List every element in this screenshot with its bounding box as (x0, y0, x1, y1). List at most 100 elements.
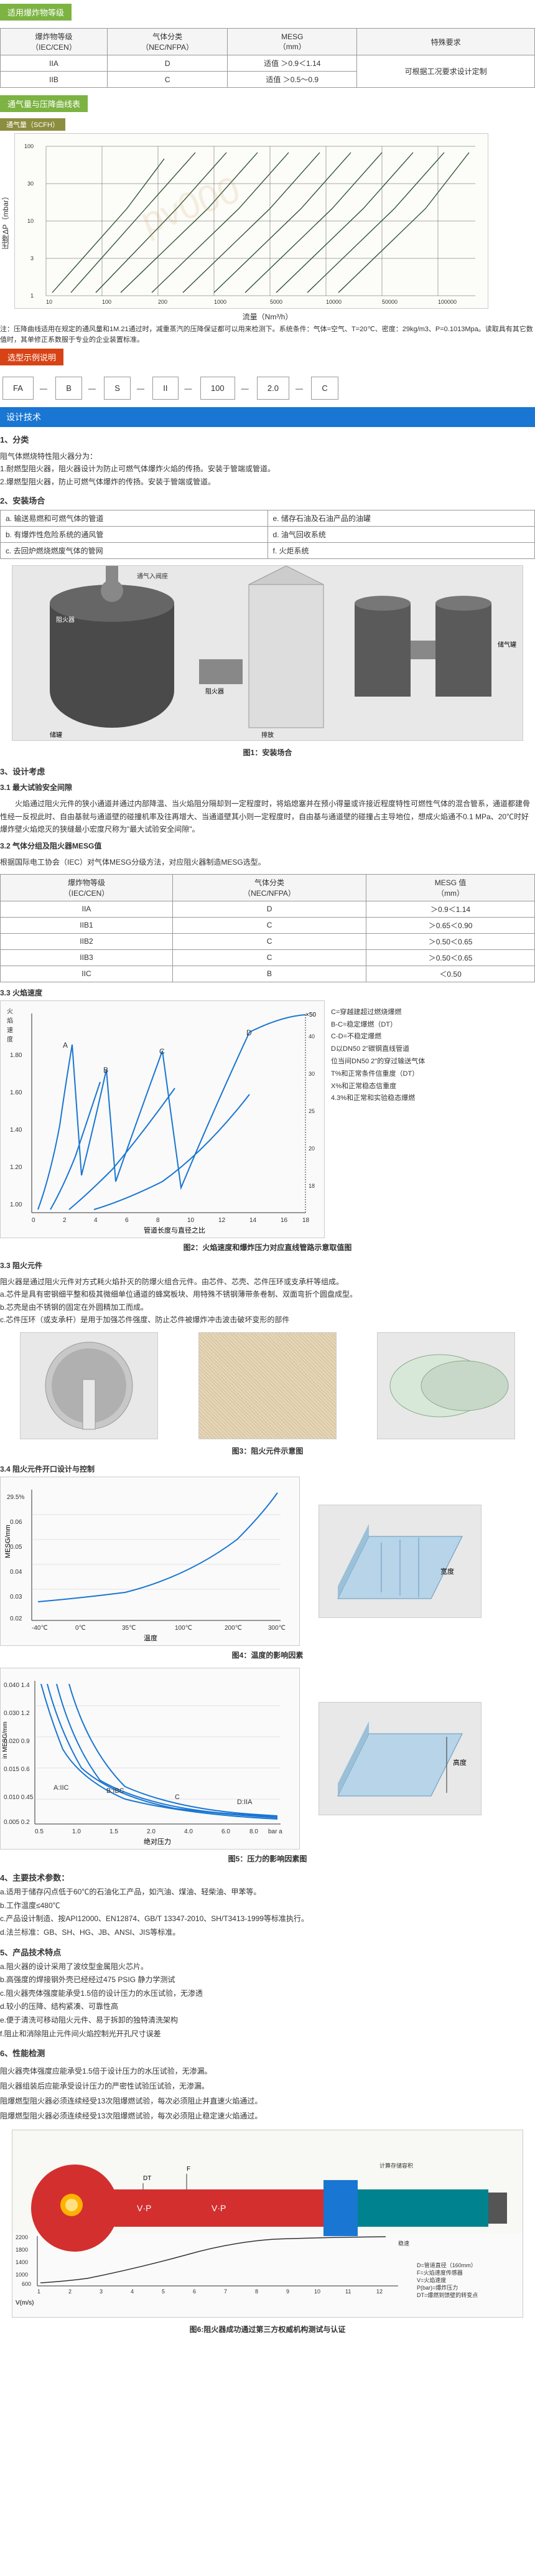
caption-fig3: 图3：阻火元件示意图 (0, 1445, 535, 1456)
svg-text:12: 12 (376, 2288, 383, 2295)
svg-text:1.0: 1.0 (72, 1828, 81, 1835)
svg-text:1.5: 1.5 (109, 1828, 118, 1835)
svg-text:V·P: V·P (137, 2203, 151, 2213)
txt-32: 根据国际电工协会（IEC）对气体MESG分级方法，对应阻火器制造MESG选型。 (0, 856, 535, 868)
section-header-2: 通气量与压降曲线表 (0, 95, 88, 112)
cell: IIA (1, 901, 173, 917)
svg-text:600: 600 (22, 2281, 31, 2287)
svg-text:0.03: 0.03 (10, 1594, 22, 1601)
svg-text:8.0: 8.0 (249, 1828, 258, 1835)
col-iec: 爆炸物等级 （IEC/CEN） (1, 29, 108, 55)
feat-b: b.高强度的焊接钢外壳已经经过475 PSIG 静力学测试 (0, 1973, 535, 1987)
svg-text:1000: 1000 (214, 299, 226, 305)
svg-text:焰: 焰 (7, 1017, 13, 1025)
caption-fig4: 图4：温度的影响因素 (0, 1650, 535, 1660)
svg-text:10: 10 (314, 2288, 320, 2295)
diagram-test: V·PV·P DTF 计算存储容积稳速 D=管道直径（160mm）F=火焰速度传… (12, 2130, 523, 2318)
svg-text:1.80: 1.80 (10, 1052, 22, 1059)
svg-text:0.04: 0.04 (10, 1569, 22, 1576)
svg-text:100000: 100000 (438, 299, 457, 305)
caption-fig2: 图2：火焰速度和爆炸压力对应直线管路示意取值图 (0, 1242, 535, 1253)
feat-e: e.便于清洗可移动阻火元件、易于拆卸的独特清洗架构 (0, 2014, 535, 2028)
svg-text:火: 火 (7, 1008, 13, 1015)
cell: IIB3 (1, 949, 173, 966)
param-d: d.法兰标准：GB、SH、HG、JB、ANSI、JIS等标准。 (0, 1926, 535, 1940)
cell: ＜0.50 (366, 966, 535, 982)
param-b: b.工作温度≤480℃ (0, 1899, 535, 1913)
svg-text:高度: 高度 (453, 1758, 467, 1767)
svg-text:D=管道直径（160mm）: D=管道直径（160mm） (417, 2262, 477, 2268)
badge-scfh: 通气量（SCFH） (0, 118, 65, 131)
cell: 可根据工况要求设计定制 (357, 55, 535, 88)
h-design: 3、设计考虑 (0, 765, 535, 777)
svg-text:6: 6 (193, 2288, 196, 2295)
svg-text:1.40: 1.40 (10, 1127, 22, 1134)
svg-text:D:IIA: D:IIA (237, 1798, 253, 1806)
sel-20: 2.0 (257, 377, 289, 400)
svg-text:7: 7 (224, 2288, 227, 2295)
legend-item: C-D=不稳定爆燃 (331, 1031, 518, 1043)
svg-text:2200: 2200 (16, 2234, 28, 2240)
svg-text:V(m/s): V(m/s) (16, 2300, 34, 2306)
sel-b: B (55, 377, 82, 400)
svg-text:管道长度与直径之比: 管道长度与直径之比 (144, 1226, 205, 1234)
chart-flame-speed: 火焰速度 ABCD ×50 1.801.601.401.201.00 02468… (0, 1000, 325, 1238)
cell: b. 有爆炸性危险系统的通风管 (1, 527, 268, 543)
svg-text:C: C (175, 1793, 180, 1801)
svg-text:阻火器: 阻火器 (205, 688, 224, 695)
cell: a. 输送易燃和可燃气体的管道 (1, 510, 268, 527)
svg-text:2: 2 (63, 1217, 67, 1224)
svg-text:×50: ×50 (305, 1012, 316, 1018)
cell: D (172, 901, 366, 917)
svg-text:18: 18 (309, 1183, 315, 1189)
h-33: 3.3 火焰速度 (0, 987, 535, 998)
chart-temperature: 29.5%0.060.050.040.030.02 -40℃0℃35℃100℃2… (0, 1477, 300, 1646)
sel-s: S (104, 377, 131, 400)
h-features: 5、产品技术特点 (0, 1946, 535, 1958)
svg-text:100: 100 (24, 143, 34, 149)
cell: C (172, 933, 366, 949)
cell: IIB2 (1, 933, 173, 949)
cell: C (172, 949, 366, 966)
cell: C (172, 917, 366, 933)
chart-svg: 10100200100050001000050000100000 1310301… (15, 134, 488, 308)
svg-text:0℃: 0℃ (75, 1625, 86, 1632)
svg-text:通气入阀座: 通气入阀座 (137, 572, 168, 580)
h-tech-params: 4、主要技术参数： (0, 1871, 535, 1883)
col: 爆炸物等级 （IEC/CEN） (1, 874, 173, 901)
cell: ＞0.65＜0.90 (366, 917, 535, 933)
cell: e. 储存石油及石油产品的油罐 (268, 510, 535, 527)
feat-a: a.阻火器的设计采用了波纹型金属阻火芯片。 (0, 1960, 535, 1974)
svg-text:50000: 50000 (382, 299, 398, 305)
h-33b: 3.3 阻火元件 (0, 1260, 535, 1271)
svg-text:A:IIC: A:IIC (54, 1784, 69, 1792)
svg-text:1.60: 1.60 (10, 1089, 22, 1096)
svg-text:30: 30 (309, 1071, 315, 1077)
img-element-height: 高度 (319, 1702, 482, 1815)
section-header-1: 适用爆炸物等级 (0, 4, 72, 21)
cell: IIB (1, 72, 108, 88)
txt-classify: 阻气体燃烧特性阻火器分为： 1.耐燃型阻火器，阻火器设计为防止可燃气体爆炸火焰的… (0, 450, 535, 488)
feat-f: f.阻止和消除阻止元件间火焰控制光开孔尺寸误差 (0, 2028, 535, 2041)
svg-text:C: C (159, 1047, 165, 1056)
svg-text:200: 200 (158, 299, 167, 305)
cell: D (108, 55, 228, 72)
legend-item: T%和正常条件信重度（DT） (331, 1068, 518, 1081)
svg-text:P(bar)=爆炸压力: P(bar)=爆炸压力 (417, 2284, 458, 2291)
svg-text:0.5: 0.5 (35, 1828, 44, 1835)
sel-fa: FA (2, 377, 34, 400)
svg-text:20: 20 (309, 1145, 315, 1152)
feat-c: c.阻火器壳体强度能承受1.5倍的设计压力的水压试验，无渗透 (0, 1987, 535, 2001)
legend-item: D以DN50 2"碳钢直线管道 (331, 1043, 518, 1056)
svg-text:1000: 1000 (16, 2272, 28, 2278)
svg-text:6: 6 (125, 1217, 129, 1224)
svg-text:18: 18 (302, 1217, 310, 1224)
h-install: 2、安装场合 (0, 494, 535, 506)
svg-text:0: 0 (32, 1217, 35, 1224)
legend-item: X%和正常稳态信重度 (331, 1081, 518, 1093)
svg-text:0.02: 0.02 (10, 1615, 22, 1622)
cell: IIA (1, 55, 108, 72)
legend-fig2: C=穿越建超过燃烧爆燃 B-C=稳定爆燃（DT） C-D=不稳定爆燃 D以DN5… (325, 1000, 524, 1238)
svg-text:11: 11 (345, 2288, 351, 2295)
col-req: 特殊要求 (357, 29, 535, 55)
